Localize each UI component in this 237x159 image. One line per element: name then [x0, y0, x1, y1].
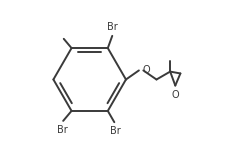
- Text: O: O: [142, 65, 150, 75]
- Text: Br: Br: [107, 22, 118, 32]
- Text: O: O: [172, 90, 179, 100]
- Text: Br: Br: [57, 125, 68, 135]
- Text: Br: Br: [110, 126, 121, 136]
